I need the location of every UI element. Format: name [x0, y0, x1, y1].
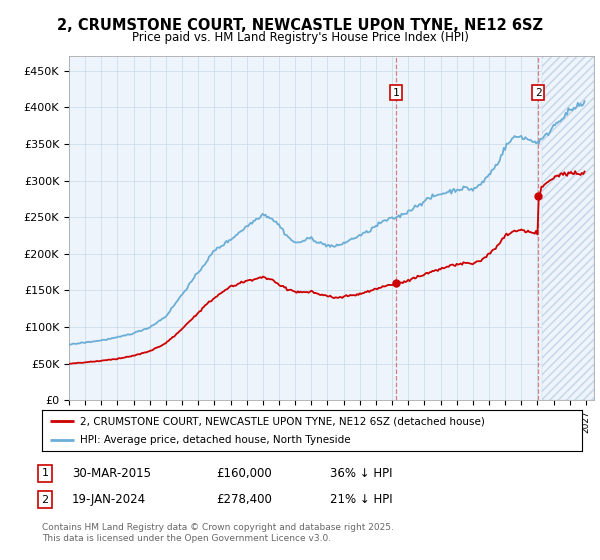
- Text: 21% ↓ HPI: 21% ↓ HPI: [330, 493, 392, 506]
- Text: 2, CRUMSTONE COURT, NEWCASTLE UPON TYNE, NE12 6SZ: 2, CRUMSTONE COURT, NEWCASTLE UPON TYNE,…: [57, 18, 543, 33]
- Text: 2, CRUMSTONE COURT, NEWCASTLE UPON TYNE, NE12 6SZ (detached house): 2, CRUMSTONE COURT, NEWCASTLE UPON TYNE,…: [80, 417, 485, 426]
- Text: 36% ↓ HPI: 36% ↓ HPI: [330, 466, 392, 480]
- Text: 2: 2: [41, 494, 49, 505]
- Text: HPI: Average price, detached house, North Tyneside: HPI: Average price, detached house, Nort…: [80, 435, 350, 445]
- Text: 1: 1: [41, 468, 49, 478]
- Text: £278,400: £278,400: [216, 493, 272, 506]
- Text: 2: 2: [535, 87, 542, 97]
- Text: 1: 1: [393, 87, 400, 97]
- Text: Price paid vs. HM Land Registry's House Price Index (HPI): Price paid vs. HM Land Registry's House …: [131, 31, 469, 44]
- Text: Contains HM Land Registry data © Crown copyright and database right 2025.
This d: Contains HM Land Registry data © Crown c…: [42, 524, 394, 543]
- Text: 19-JAN-2024: 19-JAN-2024: [72, 493, 146, 506]
- Text: 30-MAR-2015: 30-MAR-2015: [72, 466, 151, 480]
- Text: £160,000: £160,000: [216, 466, 272, 480]
